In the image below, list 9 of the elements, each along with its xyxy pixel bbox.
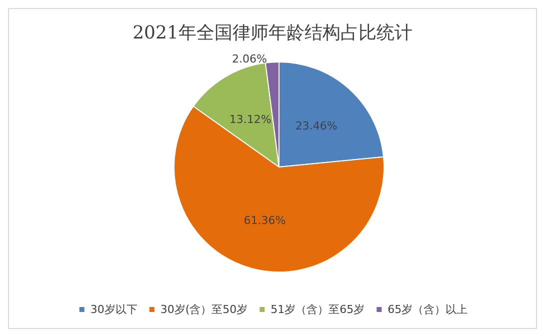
data-label: 61.36% <box>244 214 286 228</box>
legend-label: 51岁（含）至65岁 <box>270 303 365 316</box>
data-label: 23.46% <box>295 119 338 132</box>
data-label: 2.06% <box>232 52 268 66</box>
chart-title: 2021年全国律师年龄结构占比统计 <box>132 22 412 44</box>
legend-label: 30岁(含）至50岁 <box>160 303 248 316</box>
data-label: 13.12% <box>229 112 272 126</box>
legend-label: 65岁（含）以上 <box>388 303 468 316</box>
legend-label: 30岁以下 <box>90 303 138 316</box>
